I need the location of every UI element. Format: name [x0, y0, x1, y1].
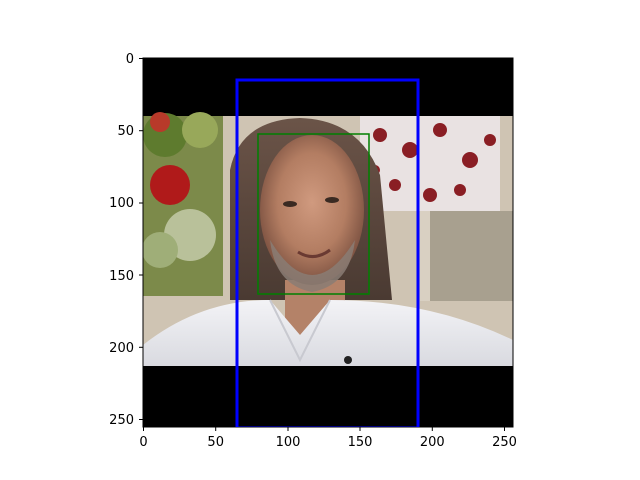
- x-tick-label: 250: [492, 435, 517, 450]
- outer-box: [235, 78, 420, 427]
- x-tick-label: 200: [420, 435, 445, 450]
- y-tick-label: 200: [109, 341, 134, 356]
- red-flower: [150, 165, 190, 205]
- letterbox-bottom: [143, 366, 513, 427]
- x-axis: 0 50 100 150 200 250: [139, 427, 517, 450]
- y-tick-label: 250: [109, 413, 134, 428]
- x-tick-label: 150: [348, 435, 373, 450]
- microphone: [344, 356, 352, 364]
- face-box: [257, 133, 370, 295]
- y-tick-label: 150: [109, 269, 134, 284]
- y-tick-label: 50: [117, 124, 134, 139]
- photo: [143, 58, 513, 427]
- x-tick-label: 0: [139, 435, 147, 450]
- y-axis: 0 50 100 150 200 250: [109, 52, 143, 428]
- y-tick-label: 100: [109, 196, 134, 211]
- face: [260, 135, 364, 285]
- x-tick-label: 50: [207, 435, 224, 450]
- letterbox-top: [143, 58, 513, 116]
- y-tick-label: 0: [126, 52, 134, 67]
- x-tick-label: 100: [276, 435, 301, 450]
